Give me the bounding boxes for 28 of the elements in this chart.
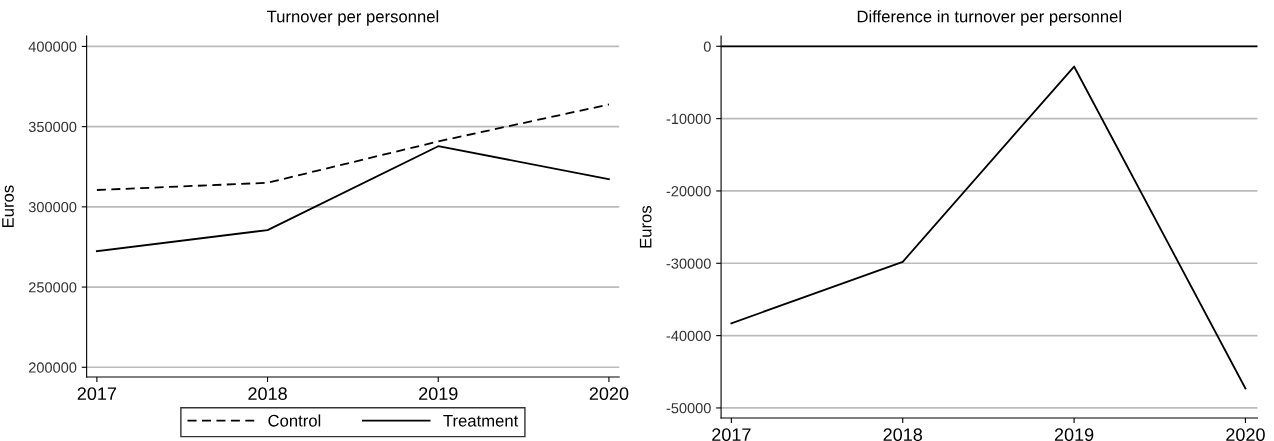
x-tick-label: 2019: [419, 387, 458, 401]
line-series: [95, 145, 610, 253]
y-axis-title: Euros: [639, 205, 652, 248]
x-tick-label: 2018: [248, 387, 287, 401]
x-tick-label: 2020: [1226, 428, 1265, 441]
x-tick-label: 2018: [883, 428, 923, 441]
y-tick-label: -10000: [666, 113, 711, 125]
y-tick-label: 0: [703, 41, 711, 52]
y-tick-label: 250000: [28, 282, 77, 293]
y-tick-label: -20000: [666, 186, 711, 197]
x-tick-label: 2019: [1054, 428, 1094, 441]
x-tick-label: 2020: [589, 387, 629, 401]
x-tick-label: 2017: [712, 428, 751, 441]
y-tick-label: -50000: [666, 403, 711, 414]
y-tick-label: 300000: [28, 201, 77, 213]
chart-title: Difference in turnover per personnel: [857, 10, 1121, 26]
x-tick-label: 2017: [77, 387, 117, 401]
y-tick-label: -30000: [666, 258, 711, 269]
legend-label: Treatment: [443, 415, 519, 427]
legend-label: Control: [268, 414, 321, 427]
y-tick-label: 200000: [28, 362, 77, 373]
line-series: [730, 65, 1247, 390]
y-tick-label: 350000: [28, 121, 77, 133]
y-tick-label: -40000: [666, 330, 711, 342]
y-axis-title: Euros: [2, 185, 14, 228]
chart-title: Turnover per personnel: [266, 10, 439, 26]
y-tick-label: 400000: [28, 41, 77, 52]
line-series: [95, 103, 610, 191]
